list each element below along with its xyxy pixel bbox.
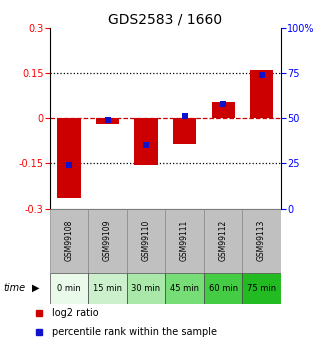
Text: time: time — [3, 283, 25, 293]
Text: 45 min: 45 min — [170, 284, 199, 293]
Bar — [50, 209, 88, 273]
Bar — [242, 209, 281, 273]
Text: 30 min: 30 min — [132, 284, 160, 293]
Bar — [88, 273, 127, 304]
Text: 75 min: 75 min — [247, 284, 276, 293]
Bar — [204, 273, 242, 304]
Bar — [173, 118, 196, 144]
Bar — [127, 273, 165, 304]
Text: GSM99113: GSM99113 — [257, 220, 266, 261]
Bar — [165, 209, 204, 273]
Text: log2 ratio: log2 ratio — [52, 308, 99, 318]
Bar — [242, 273, 281, 304]
Text: GSM99111: GSM99111 — [180, 220, 189, 261]
Bar — [212, 101, 235, 118]
Bar — [134, 118, 158, 165]
Text: 15 min: 15 min — [93, 284, 122, 293]
Text: percentile rank within the sample: percentile rank within the sample — [52, 327, 217, 337]
Text: 0 min: 0 min — [57, 284, 81, 293]
Bar — [127, 209, 165, 273]
Bar — [57, 118, 81, 198]
Bar — [250, 70, 273, 118]
Bar — [165, 273, 204, 304]
Bar — [88, 209, 127, 273]
Text: GSM99112: GSM99112 — [219, 220, 228, 261]
Text: GSM99109: GSM99109 — [103, 220, 112, 262]
Text: GSM99108: GSM99108 — [65, 220, 74, 261]
Bar — [204, 209, 242, 273]
Bar — [50, 273, 88, 304]
Text: GSM99110: GSM99110 — [142, 220, 151, 261]
Text: ▶: ▶ — [32, 283, 39, 293]
Text: 60 min: 60 min — [209, 284, 238, 293]
Title: GDS2583 / 1660: GDS2583 / 1660 — [108, 12, 222, 27]
Bar — [96, 118, 119, 124]
